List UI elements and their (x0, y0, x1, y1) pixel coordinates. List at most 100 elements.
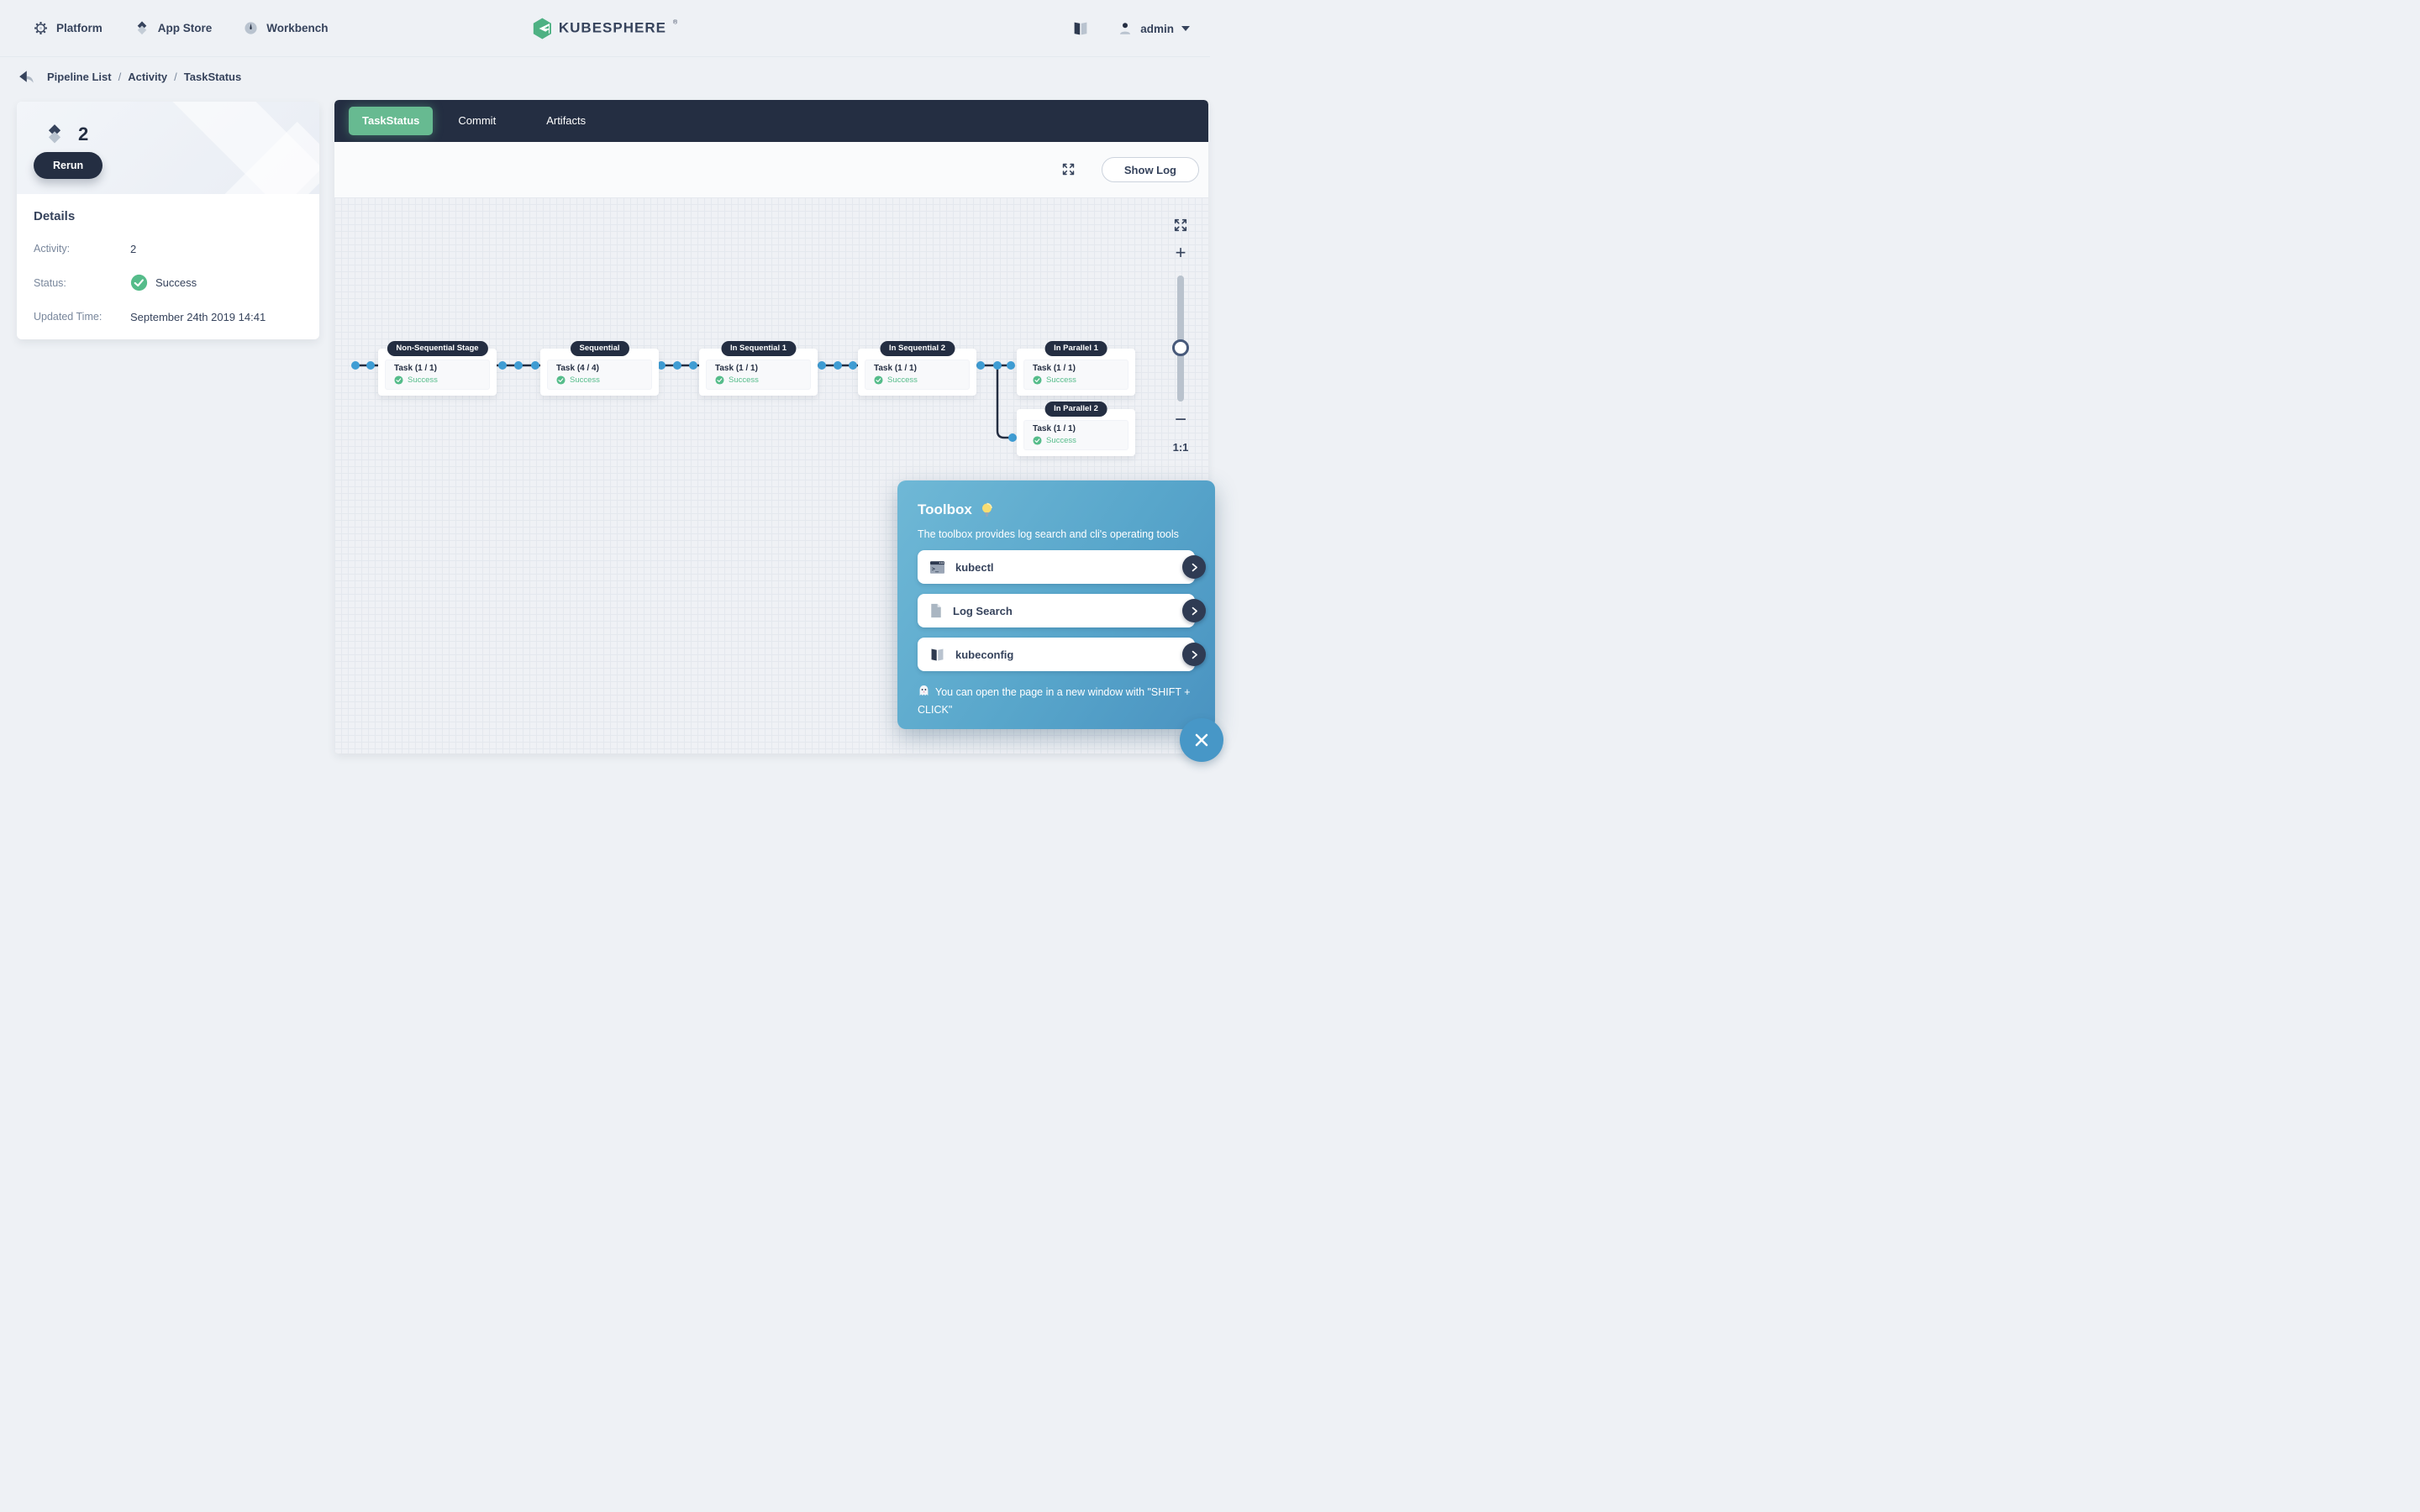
stage-card-in-sequential-1[interactable]: In Sequential 1 Task (1 / 1) Success (699, 341, 818, 396)
task-count: Task (1 / 1) (874, 364, 917, 373)
user-menu[interactable]: admin (1118, 21, 1190, 36)
activity-card-details: Details Activity: 2 Status: Success Upda… (17, 194, 319, 339)
nav-item-app-store[interactable]: App Store (134, 20, 212, 36)
toolbox-item-kubectl[interactable]: >_ kubectl (918, 550, 1206, 584)
toolbox-item-label: kubectl (955, 560, 994, 574)
user-name: admin (1140, 22, 1174, 35)
tab-commit[interactable]: Commit (458, 114, 497, 127)
breadcrumb-items: Pipeline List / Activity / TaskStatus (47, 71, 241, 83)
expand-icon[interactable] (1173, 218, 1188, 233)
task-status: Success (715, 375, 802, 385)
details-title: Details (34, 209, 76, 223)
back-arrow-icon[interactable] (17, 69, 35, 85)
task-status: Success (1033, 436, 1119, 445)
stage-card-sequential[interactable]: Sequential Task (4 / 4) Success (540, 341, 659, 396)
toolbox-item-label: kubeconfig (955, 648, 1014, 661)
tab-artifacts[interactable]: Artifacts (546, 114, 587, 127)
docs-book-icon[interactable] (1072, 21, 1089, 36)
top-nav-bar: Platform App Store Workbench KUBESPHERE (0, 0, 1210, 57)
detail-label: Updated Time: (34, 311, 103, 323)
check-circle-icon (715, 375, 724, 385)
toolbox-subtitle: The toolbox provides log search and cli'… (918, 528, 1179, 540)
task-item[interactable]: Task (1 / 1) Success (865, 360, 970, 390)
task-item[interactable]: Task (1 / 1) Success (1023, 420, 1128, 450)
toolbox-item-log-search[interactable]: Log Search (918, 594, 1206, 627)
fullscreen-icon[interactable] (1061, 162, 1076, 176)
rerun-button[interactable]: Rerun (34, 152, 103, 179)
close-icon (1195, 733, 1208, 747)
detail-label: Activity: (34, 243, 71, 255)
nav-item-platform[interactable]: Platform (34, 21, 103, 35)
kubesphere-logo[interactable]: KUBESPHERE ® (533, 18, 677, 39)
task-status: Success (874, 375, 960, 385)
task-status-text: Success (1046, 436, 1076, 445)
task-item[interactable]: Task (1 / 1) Success (1023, 360, 1128, 390)
tab-taskstatus[interactable]: TaskStatus (349, 107, 434, 135)
activity-card-header: 2 Rerun (17, 102, 319, 194)
zoom-slider[interactable] (1172, 276, 1189, 402)
task-item[interactable]: Task (1 / 1) Success (706, 360, 811, 390)
toolbox-item-label: Log Search (953, 604, 1013, 617)
breadcrumb: Pipeline List / Activity / TaskStatus (17, 69, 241, 85)
nav-label: Platform (56, 22, 103, 34)
detail-label: Status: (34, 276, 66, 289)
task-status: Success (1033, 375, 1119, 385)
avatar (1120, 23, 1131, 34)
task-status: Success (556, 375, 643, 385)
detail-row-activity: Activity: 2 (34, 240, 302, 257)
tab-bar: TaskStatus Commit Artifacts (334, 100, 1208, 142)
stage-name-pill: In Parallel 2 (1044, 402, 1107, 417)
breadcrumb-activity[interactable]: Activity (128, 71, 168, 83)
stage-card-non-sequential[interactable]: Non-Sequential Stage Task (1 / 1) Succes… (378, 341, 497, 396)
app-store-icon (137, 20, 147, 34)
terminal-icon: >_ (930, 560, 944, 574)
nav-item-workbench[interactable]: Workbench (244, 21, 329, 35)
close-toolbox-button[interactable] (1180, 718, 1223, 762)
main-nav: Platform App Store Workbench (0, 20, 329, 36)
toolbox-item-kubeconfig[interactable]: kubeconfig (918, 638, 1206, 671)
zoom-slider-handle[interactable] (1172, 339, 1189, 356)
chevron-right-icon (1182, 643, 1206, 666)
task-status: Success (394, 375, 481, 385)
status-badge: Success (130, 274, 197, 291)
chevron-right-icon (1182, 555, 1206, 579)
graph-toolbar: Show Log (334, 142, 1208, 197)
breadcrumb-separator: / (174, 71, 177, 83)
lightbulb-icon (981, 502, 992, 517)
toolbox-tip-text: You can open the page in a new window wi… (918, 686, 1191, 716)
stage-name-pill: Sequential (570, 341, 629, 356)
toolbox-panel: Toolbox The toolbox provides log search … (897, 480, 1215, 729)
logo-text: KUBESPHERE (558, 19, 666, 36)
stage-card-in-parallel-1[interactable]: In Parallel 1 Task (1 / 1) Success (1017, 341, 1135, 396)
check-circle-icon (130, 274, 148, 291)
task-status-text: Success (1046, 375, 1076, 385)
chevron-down-icon (1181, 26, 1190, 31)
pipeline-canvas[interactable]: Non-Sequential Stage Task (1 / 1) Succes… (334, 197, 1208, 753)
svg-text:>_: >_ (932, 565, 939, 572)
stage-name-pill: In Sequential 2 (879, 341, 955, 356)
detail-value: September 24th 2019 14:41 (130, 310, 266, 323)
breadcrumb-separator: / (118, 71, 122, 83)
stage-card-in-parallel-2[interactable]: In Parallel 2 Task (1 / 1) Success (1017, 402, 1135, 456)
detail-value: 2 (130, 242, 137, 255)
activity-number: 2 (78, 123, 89, 144)
task-status-text: Success (408, 375, 438, 385)
detail-row-status: Status: Success (34, 274, 302, 291)
zoom-out-button[interactable]: − (1174, 408, 1186, 431)
check-circle-icon (556, 375, 566, 385)
task-count: Task (1 / 1) (715, 364, 758, 373)
zoom-ratio-label: 1:1 (1172, 441, 1189, 454)
breadcrumb-pipeline-list[interactable]: Pipeline List (47, 71, 112, 83)
kubesphere-logo-icon (533, 18, 551, 39)
task-count: Task (1 / 1) (394, 364, 437, 373)
toolbox-title-text: Toolbox (918, 501, 972, 517)
dashboard-icon (245, 22, 257, 34)
zoom-in-button[interactable]: + (1175, 242, 1186, 263)
task-status-panel: TaskStatus Commit Artifacts Show Log (334, 100, 1208, 753)
task-item[interactable]: Task (1 / 1) Success (385, 360, 490, 390)
show-log-button[interactable]: Show Log (1101, 157, 1199, 182)
task-item[interactable]: Task (4 / 4) Success (547, 360, 652, 390)
stage-card-in-sequential-2[interactable]: In Sequential 2 Task (1 / 1) Success (858, 341, 976, 396)
task-count: Task (1 / 1) (1033, 424, 1076, 433)
task-count: Task (4 / 4) (556, 364, 599, 373)
